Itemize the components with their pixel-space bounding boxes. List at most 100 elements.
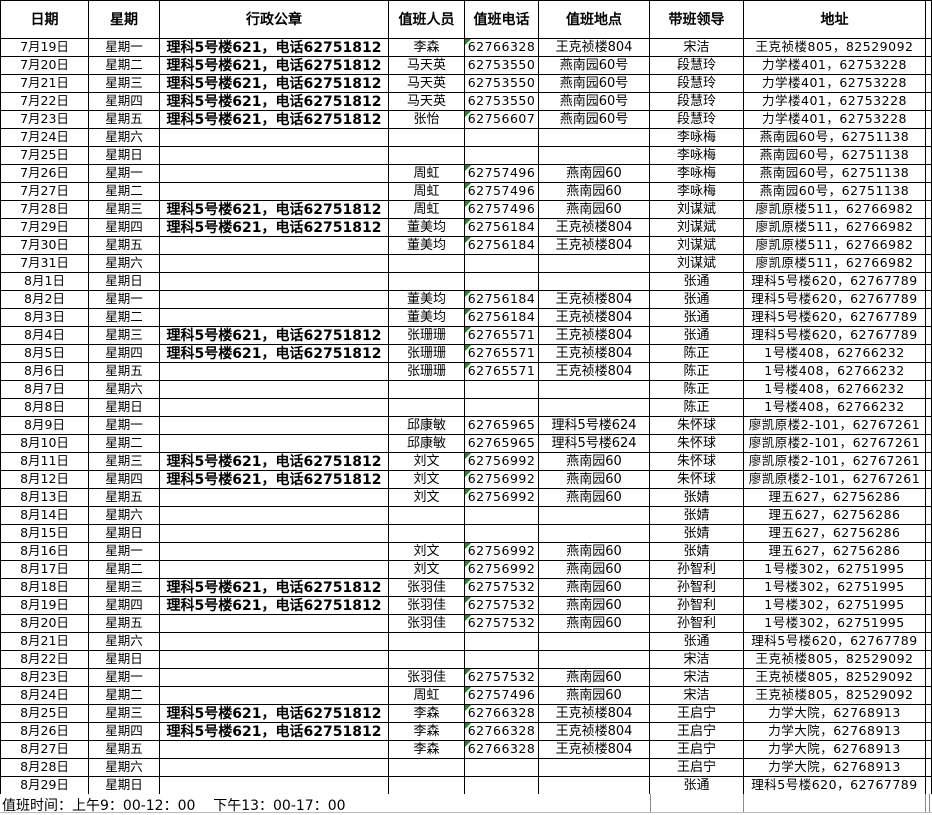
cell-seal[interactable]: 理科5号楼621，电话62751812 <box>159 344 389 363</box>
cell-date[interactable]: 8月27日 <box>0 740 89 759</box>
cell-seal[interactable] <box>159 272 389 291</box>
cell-address[interactable]: 力学楼401，62753228 <box>743 56 926 75</box>
cell-weekday[interactable]: 星期日 <box>88 650 160 669</box>
cell-person[interactable]: 刘文 <box>388 560 465 579</box>
cell-date[interactable]: 7月27日 <box>0 182 89 201</box>
cell-phone[interactable]: 62753550 <box>464 92 539 111</box>
cell-seal[interactable]: 理科5号楼621，电话62751812 <box>159 326 389 345</box>
cell-person[interactable]: 刘文 <box>388 470 465 489</box>
cell-weekday[interactable]: 星期二 <box>88 56 160 75</box>
cell-phone[interactable]: 62766328 <box>464 740 539 759</box>
cell-person[interactable]: 董美均 <box>388 290 465 309</box>
cell-date[interactable]: 8月19日 <box>0 596 89 615</box>
cell-phone[interactable] <box>464 524 539 543</box>
cell-seal[interactable] <box>159 254 389 273</box>
cell-person[interactable]: 张羽佳 <box>388 578 465 597</box>
cell-weekday[interactable]: 星期日 <box>88 398 160 417</box>
cell-date[interactable]: 7月31日 <box>0 254 89 273</box>
cell-location[interactable]: 燕南园60 <box>538 614 650 633</box>
cell-weekday[interactable]: 星期日 <box>88 272 160 291</box>
cell-leader[interactable]: 张通 <box>649 290 744 309</box>
cell-location[interactable]: 燕南园60 <box>538 200 650 219</box>
cell-address[interactable]: 王克祯楼805，82529092 <box>743 686 926 705</box>
cell-weekday[interactable]: 星期四 <box>88 722 160 741</box>
cell-date[interactable]: 8月28日 <box>0 758 89 777</box>
cell-seal[interactable] <box>159 758 389 777</box>
cell-seal[interactable] <box>159 146 389 165</box>
cell-leader[interactable]: 刘谋斌 <box>649 218 744 237</box>
cell-phone[interactable]: 62757496 <box>464 686 539 705</box>
cell-location[interactable]: 王克祯楼804 <box>538 722 650 741</box>
cell-leader[interactable]: 王启宁 <box>649 740 744 759</box>
cell-phone[interactable]: 62756184 <box>464 308 539 327</box>
cell-person[interactable]: 张珊珊 <box>388 362 465 381</box>
cell-seal[interactable] <box>159 290 389 309</box>
cell-address[interactable]: 燕南园60号，62751138 <box>743 164 926 183</box>
cell-weekday[interactable]: 星期三 <box>88 74 160 93</box>
cell-weekday[interactable]: 星期六 <box>88 506 160 525</box>
cell-leader[interactable]: 刘谋斌 <box>649 236 744 255</box>
cell-leader[interactable]: 陈正 <box>649 362 744 381</box>
cell-weekday[interactable]: 星期六 <box>88 380 160 399</box>
cell-phone[interactable] <box>464 272 539 291</box>
cell-phone[interactable]: 62757532 <box>464 596 539 615</box>
cell-leader[interactable]: 孙智利 <box>649 614 744 633</box>
cell-phone[interactable]: 62765965 <box>464 416 539 435</box>
cell-seal[interactable] <box>159 128 389 147</box>
cell-address[interactable]: 1号楼302，62751995 <box>743 578 926 597</box>
cell-phone[interactable]: 62753550 <box>464 56 539 75</box>
cell-date[interactable]: 8月5日 <box>0 344 89 363</box>
cell-seal[interactable]: 理科5号楼621，电话62751812 <box>159 200 389 219</box>
cell-person[interactable] <box>388 146 465 165</box>
cell-person[interactable]: 邱康敏 <box>388 434 465 453</box>
cell-person[interactable] <box>388 632 465 651</box>
cell-seal[interactable] <box>159 362 389 381</box>
cell-leader[interactable]: 宋洁 <box>649 38 744 57</box>
cell-location[interactable] <box>538 272 650 291</box>
cell-person[interactable] <box>388 650 465 669</box>
cell-seal[interactable]: 理科5号楼621，电话62751812 <box>159 452 389 471</box>
cell-phone[interactable] <box>464 506 539 525</box>
cell-leader[interactable]: 段慧玲 <box>649 110 744 129</box>
cell-seal[interactable] <box>159 650 389 669</box>
cell-person[interactable]: 张羽佳 <box>388 596 465 615</box>
cell-date[interactable]: 7月24日 <box>0 128 89 147</box>
cell-person[interactable]: 张怡 <box>388 110 465 129</box>
cell-date[interactable]: 8月4日 <box>0 326 89 345</box>
cell-leader[interactable]: 孙智利 <box>649 560 744 579</box>
cell-date[interactable]: 7月21日 <box>0 74 89 93</box>
cell-seal[interactable]: 理科5号楼621，电话62751812 <box>159 218 389 237</box>
cell-address[interactable]: 廖凯原楼511，62766982 <box>743 254 926 273</box>
cell-weekday[interactable]: 星期五 <box>88 488 160 507</box>
cell-seal[interactable] <box>159 380 389 399</box>
cell-phone[interactable] <box>464 650 539 669</box>
cell-address[interactable]: 廖凯原楼2-101，62767261 <box>743 434 926 453</box>
cell-date[interactable]: 8月10日 <box>0 434 89 453</box>
cell-phone[interactable]: 62756992 <box>464 542 539 561</box>
cell-location[interactable] <box>538 380 650 399</box>
cell-weekday[interactable]: 星期四 <box>88 218 160 237</box>
cell-weekday[interactable]: 星期一 <box>88 164 160 183</box>
cell-date[interactable]: 8月11日 <box>0 452 89 471</box>
cell-location[interactable] <box>538 128 650 147</box>
cell-person[interactable] <box>388 398 465 417</box>
cell-address[interactable]: 王克祯楼805，82529092 <box>743 650 926 669</box>
cell-leader[interactable]: 陈正 <box>649 344 744 363</box>
cell-person[interactable] <box>388 506 465 525</box>
cell-seal[interactable] <box>159 182 389 201</box>
cell-leader[interactable]: 宋洁 <box>649 668 744 687</box>
cell-weekday[interactable]: 星期五 <box>88 236 160 255</box>
cell-phone[interactable]: 62756607 <box>464 110 539 129</box>
cell-person[interactable]: 李森 <box>388 722 465 741</box>
cell-weekday[interactable]: 星期三 <box>88 452 160 471</box>
cell-person[interactable]: 李森 <box>388 38 465 57</box>
cell-person[interactable]: 邱康敏 <box>388 416 465 435</box>
cell-weekday[interactable]: 星期四 <box>88 596 160 615</box>
cell-person[interactable] <box>388 776 465 795</box>
cell-date[interactable]: 7月25日 <box>0 146 89 165</box>
cell-leader[interactable]: 王启宁 <box>649 704 744 723</box>
cell-leader[interactable]: 段慧玲 <box>649 92 744 111</box>
cell-phone[interactable]: 62766328 <box>464 38 539 57</box>
cell-location[interactable]: 燕南园60号 <box>538 92 650 111</box>
cell-location[interactable]: 理科5号楼624 <box>538 434 650 453</box>
